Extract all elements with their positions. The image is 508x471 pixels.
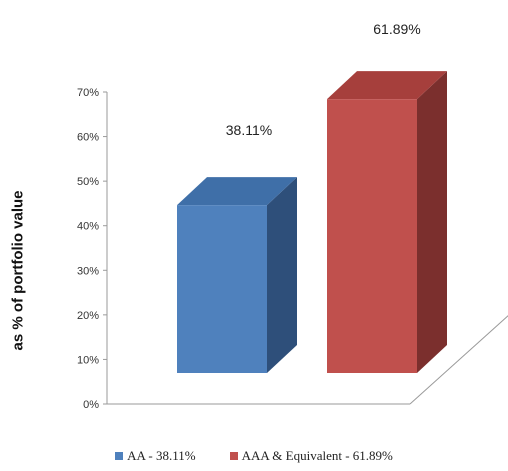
- chart-axes: [106, 92, 508, 405]
- y-tick-label: 60%: [77, 132, 99, 144]
- y-tick-label: 10%: [77, 354, 99, 366]
- y-axis-label: as % of portfolio value: [6, 140, 30, 400]
- data-label-1: 61.89%: [373, 21, 420, 37]
- y-tick-label: 20%: [77, 310, 99, 322]
- bar-front: [327, 99, 417, 373]
- legend-item-aa: AA - 38.11%: [115, 447, 196, 465]
- legend-label-aaa: AAA & Equivalent - 61.89%: [241, 448, 393, 463]
- bar-side: [417, 71, 447, 373]
- y-tick-label: 0%: [83, 399, 99, 411]
- bar-front: [177, 205, 267, 373]
- bar-top: [327, 71, 447, 100]
- y-tick-label: 50%: [77, 176, 99, 188]
- y-axis-label-text: as % of portfolio value: [9, 189, 27, 351]
- data-label-0: 38.11%: [226, 122, 272, 138]
- y-tick-labels: 0% 10% 20% 30% 40% 50% 60% 70%: [77, 87, 107, 411]
- y-tick-label: 70%: [77, 87, 99, 99]
- y-tick-label: 40%: [77, 221, 99, 233]
- legend-swatch-aaa: [229, 452, 238, 460]
- legend-item-aaa: AAA & Equivalent - 61.89%: [229, 447, 393, 465]
- bar-0: [177, 177, 297, 373]
- legend: AA - 38.11% AAA & Equivalent - 61.89%: [0, 447, 508, 465]
- floor-depth-edge: [409, 315, 508, 405]
- data-labels: 38.11% 61.89%: [226, 21, 421, 138]
- legend-label-aa: AA - 38.11%: [127, 448, 196, 463]
- legend-swatch-aa: [115, 452, 124, 460]
- bar-1: [327, 71, 447, 373]
- bar-side: [267, 177, 297, 373]
- bars: [177, 71, 447, 373]
- bar-top: [177, 177, 297, 206]
- y-tick-label: 30%: [77, 265, 99, 277]
